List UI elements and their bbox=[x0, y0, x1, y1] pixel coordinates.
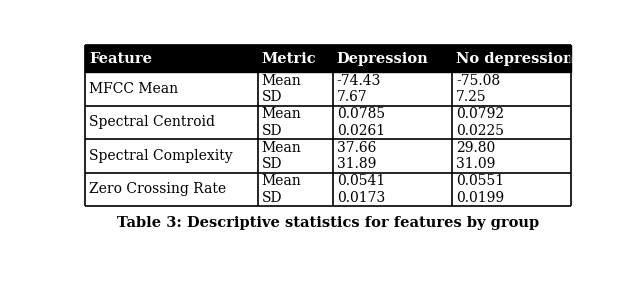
Text: 31.09: 31.09 bbox=[456, 157, 495, 171]
Text: 31.89: 31.89 bbox=[337, 157, 376, 171]
Text: 37.66: 37.66 bbox=[337, 141, 376, 155]
Text: Spectral Complexity: Spectral Complexity bbox=[89, 149, 232, 163]
Text: 7.67: 7.67 bbox=[337, 90, 367, 104]
Text: 0.0792: 0.0792 bbox=[456, 107, 504, 121]
Text: Mean: Mean bbox=[262, 141, 301, 155]
Text: Mean: Mean bbox=[262, 107, 301, 121]
Text: SD: SD bbox=[262, 90, 282, 104]
Text: Metric: Metric bbox=[262, 52, 316, 66]
Text: Mean: Mean bbox=[262, 74, 301, 88]
Text: 0.0225: 0.0225 bbox=[456, 124, 504, 138]
Text: 7.25: 7.25 bbox=[456, 90, 486, 104]
Text: Spectral Centroid: Spectral Centroid bbox=[89, 116, 215, 129]
Text: -74.43: -74.43 bbox=[337, 74, 381, 88]
Text: Zero Crossing Rate: Zero Crossing Rate bbox=[89, 183, 226, 196]
Text: 0.0541: 0.0541 bbox=[337, 174, 385, 188]
Text: SD: SD bbox=[262, 124, 282, 138]
Text: MFCC Mean: MFCC Mean bbox=[89, 82, 178, 96]
Text: 0.0551: 0.0551 bbox=[456, 174, 504, 188]
Text: 29.80: 29.80 bbox=[456, 141, 495, 155]
Text: Mean: Mean bbox=[262, 174, 301, 188]
Text: 0.0199: 0.0199 bbox=[456, 191, 504, 205]
Text: 0.0261: 0.0261 bbox=[337, 124, 385, 138]
Text: Feature: Feature bbox=[89, 52, 152, 66]
Text: No depression: No depression bbox=[456, 52, 573, 66]
Text: Depression: Depression bbox=[337, 52, 429, 66]
Text: SD: SD bbox=[262, 191, 282, 205]
Text: 0.0785: 0.0785 bbox=[337, 107, 385, 121]
Text: 0.0173: 0.0173 bbox=[337, 191, 385, 205]
Text: -75.08: -75.08 bbox=[456, 74, 500, 88]
Text: SD: SD bbox=[262, 157, 282, 171]
Text: Table 3: Descriptive statistics for features by group: Table 3: Descriptive statistics for feat… bbox=[117, 216, 539, 230]
